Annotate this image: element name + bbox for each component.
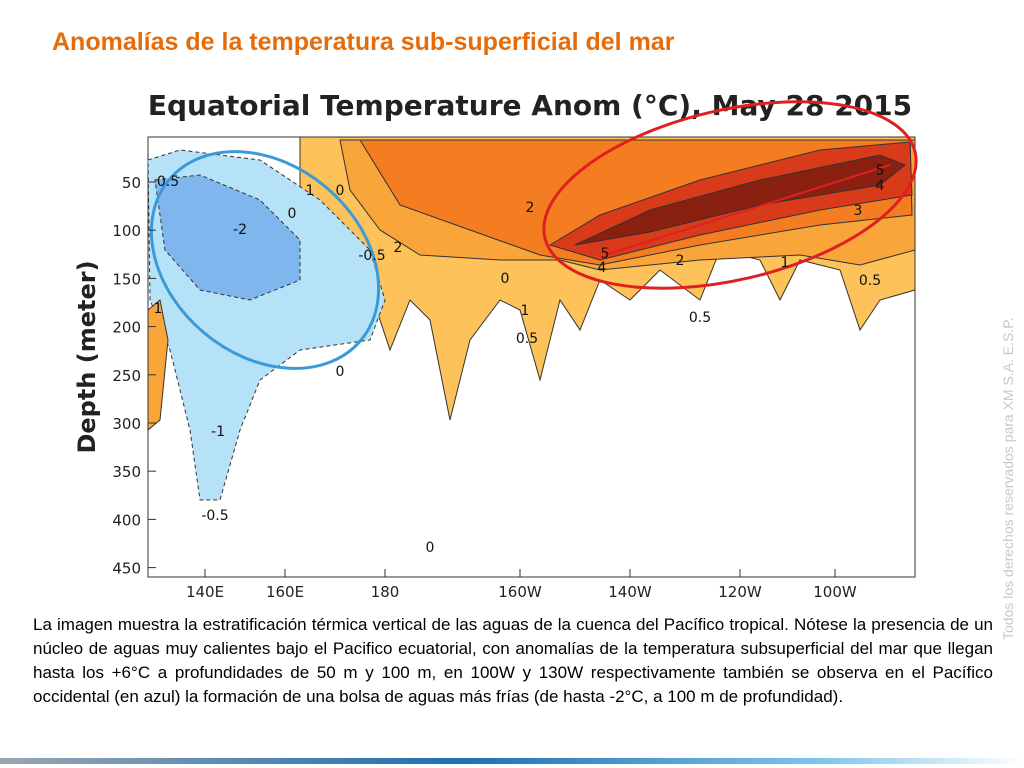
contour-label: 1 <box>781 255 790 271</box>
x-tick-label: 120W <box>718 583 762 601</box>
y-tick-label: 400 <box>112 511 141 529</box>
y-tick-label: 350 <box>112 463 141 481</box>
slide-body: La imagen muestra la estratificación tér… <box>33 615 993 706</box>
highlight-line <box>604 164 891 256</box>
contour-label: 1 <box>306 183 315 199</box>
plot <box>147 100 918 578</box>
contour-label: 3 <box>854 203 863 219</box>
contour-label: 0 <box>336 183 345 199</box>
contour-label: 2 <box>676 253 685 269</box>
contour-label: 4 <box>876 178 885 194</box>
contour-label: 1 <box>154 301 163 317</box>
contour-label: 0 <box>501 271 510 287</box>
warm-edge <box>147 299 169 432</box>
contour-label: 0 <box>426 540 435 556</box>
y-tick-label: 200 <box>112 319 141 337</box>
cold-core <box>154 174 301 301</box>
slide-title: Anomalías de la temperatura sub-superfic… <box>52 28 675 56</box>
footer-bar <box>0 758 1024 764</box>
hot-core <box>574 154 906 246</box>
contour-label: -1 <box>211 424 225 440</box>
y-tick-label: 250 <box>112 367 141 385</box>
contour-label: -0.5 <box>358 248 385 264</box>
x-tick-label: 160W <box>498 583 542 601</box>
y-tick-label: 300 <box>112 415 141 433</box>
x-tick-label: 140E <box>186 583 224 601</box>
contour-label: 0.5 <box>157 174 179 190</box>
contour-label: 0 <box>336 364 345 380</box>
contour-label: 5 <box>876 163 885 179</box>
y-tick-label: 450 <box>112 560 141 578</box>
figure-title: Equatorial Temperature Anom (°C), May 28… <box>148 89 912 122</box>
contour-label: 0.5 <box>689 310 711 326</box>
x-tick-label: 180 <box>371 583 400 601</box>
footer-stripe <box>0 758 1024 764</box>
x-tick-label: 160E <box>266 583 304 601</box>
y-axis-label: Depth (meter) <box>73 260 101 453</box>
y-tick-label: 100 <box>112 222 141 240</box>
figure: Equatorial Temperature Anom (°C), May 28… <box>73 89 918 601</box>
highlight-warm <box>542 100 918 290</box>
watermark: Todos los derechos reservados para XM S.… <box>1000 317 1016 640</box>
contour-label: 2 <box>394 240 403 256</box>
contour-label: 4 <box>598 260 607 276</box>
y-tick-label: 50 <box>122 174 141 192</box>
contour-label: 0.5 <box>516 331 538 347</box>
contour-label: -2 <box>233 222 247 238</box>
contour-label: 2 <box>526 200 535 216</box>
highlight-cold <box>149 150 381 370</box>
contour-label: 0.5 <box>859 273 881 289</box>
contour-label: 1 <box>521 303 530 319</box>
contour-label: 0 <box>288 206 297 222</box>
x-tick-label: 100W <box>813 583 857 601</box>
contour-label: 5 <box>601 246 610 262</box>
y-tick-label: 150 <box>112 270 141 288</box>
x-tick-label: 140W <box>608 583 652 601</box>
contour-label: -0.5 <box>201 508 228 524</box>
